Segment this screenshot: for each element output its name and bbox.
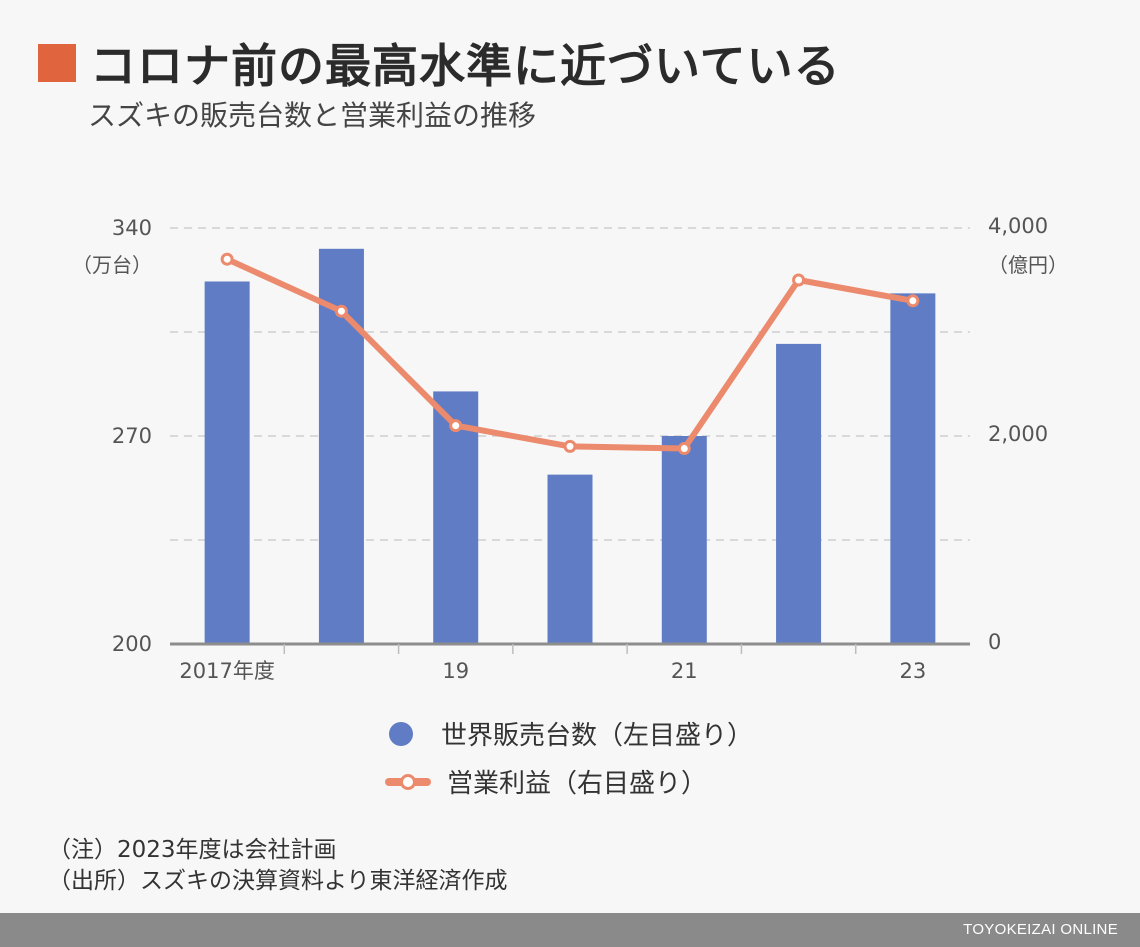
line-profit-point	[792, 273, 806, 287]
footer-brand: TOYOKEIZAI ONLINE	[963, 921, 1118, 938]
footer-bar: TOYOKEIZAI ONLINE	[0, 913, 1140, 947]
right-axis-unit: （億円）	[988, 253, 1068, 277]
legend-bar-marker	[389, 721, 413, 746]
bar-sales	[661, 436, 707, 644]
title-block: コロナ前の最高水準に近づいている	[38, 30, 841, 96]
left-axis-tick-label: 270	[112, 424, 152, 448]
bar-sales	[776, 343, 822, 644]
bar-sales	[433, 391, 479, 644]
legend-item-sales: 世界販売台数（左目盛り）	[385, 715, 753, 752]
line-profit-point	[677, 441, 691, 455]
legend-bar-label: 世界販売台数（左目盛り）	[441, 721, 754, 751]
legend-line-marker	[385, 773, 431, 790]
chart-subtitle: スズキの販売台数と営業利益の推移	[88, 99, 537, 132]
x-tick-label: 23	[899, 659, 926, 683]
source-text: （出所）スズキの決算資料より東洋経済作成	[48, 868, 508, 894]
notes-block: （注）2023年度は会社計画 （出所）スズキの決算資料より東洋経済作成	[48, 835, 508, 897]
chart-svg: 2017年度 19 21 23 340 270 200 （万台） 4,000 2,000 0 （億円）	[72, 214, 1068, 683]
legend-line-label: 営業利益（右目盛り）	[447, 769, 708, 799]
right-axis-tick-label: 2,000	[988, 422, 1048, 446]
line-profit-point	[906, 294, 920, 308]
left-axis-unit: （万台）	[72, 253, 152, 277]
note-text: （注）2023年度は会社計画	[48, 837, 337, 863]
left-axis-tick-label: 200	[112, 632, 152, 656]
line-profit-point	[334, 304, 348, 318]
x-tick-label: 21	[671, 659, 698, 683]
x-tick-label: 19	[442, 659, 469, 683]
right-axis-tick-label: 4,000	[988, 214, 1048, 238]
bar-sales	[204, 281, 250, 644]
x-tick-label: 2017年度	[179, 659, 274, 683]
right-axis-tick-label: 0	[988, 630, 1001, 654]
line-profit-point	[449, 419, 463, 433]
legend-item-profit: 営業利益（右目盛り）	[385, 763, 707, 800]
bar-sales	[890, 293, 936, 644]
left-axis-tick-label: 340	[112, 216, 152, 240]
chart-title: コロナ前の最高水準に近づいている	[90, 39, 841, 93]
bar-sales	[547, 474, 593, 644]
title-accent-square	[38, 44, 76, 82]
line-profit-point	[563, 439, 577, 453]
line-profit-point	[220, 252, 234, 266]
